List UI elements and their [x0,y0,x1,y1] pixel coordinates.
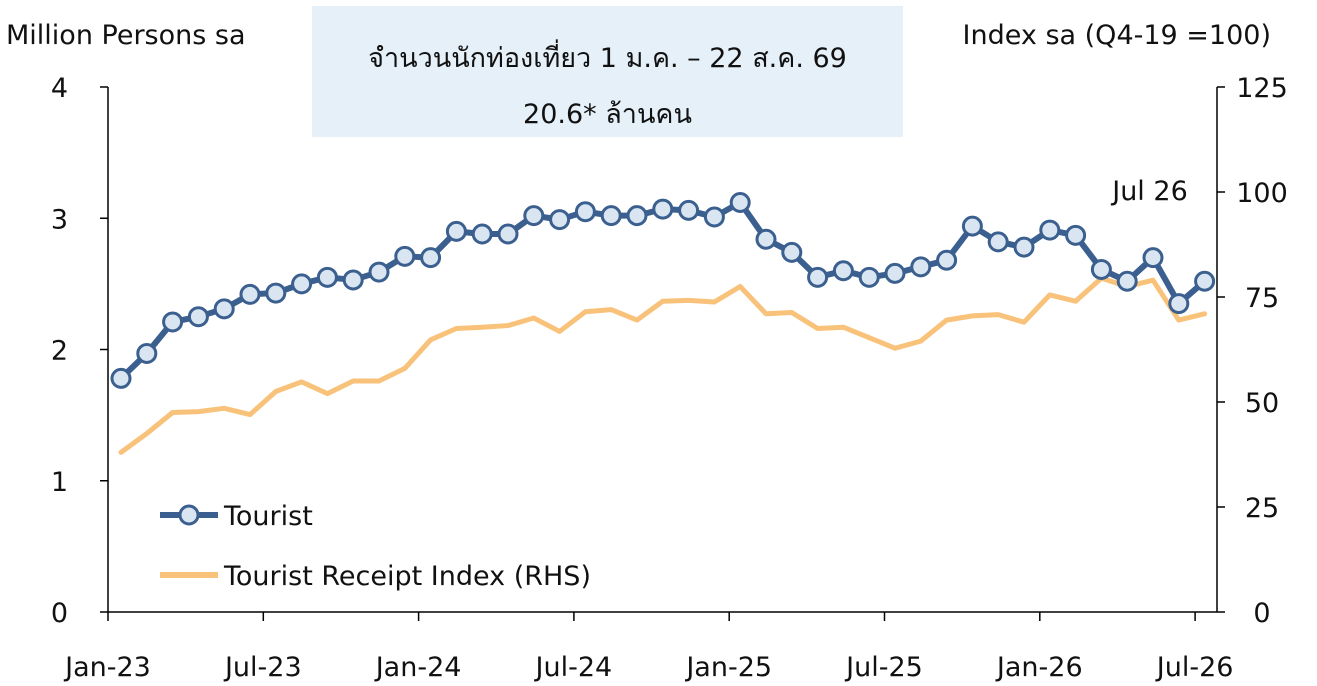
tourist-marker [265,282,287,304]
left-y-tick-label: 3 [51,204,68,235]
tourist-marker [807,266,829,288]
tourist-marker [187,306,209,328]
tourist-marker [703,206,725,228]
annotation-line-1: จำนวนนักท่องเที่ยว 1 ม.ค. – 22 ส.ค. 69 [368,43,847,74]
tourist-marker [987,231,1009,253]
legend-tourist-label: Tourist [223,501,313,532]
annotation-box: จำนวนนักท่องเที่ยว 1 ม.ค. – 22 ส.ค. 69 2… [312,6,903,137]
x-tick-label: Jul-25 [844,652,923,683]
series-line-receipt-index [118,275,1208,455]
left-y-tick-label: 2 [51,336,68,367]
tourist-marker [1142,247,1164,269]
right-y-tick-label: 75 [1245,283,1279,314]
tourist-marker [1039,219,1061,241]
tourist-marker [574,201,596,223]
x-tick-label: Jul-24 [534,652,613,683]
tourist-marker [1116,270,1138,292]
annotation-line-2: 20.6* ล้านคน [523,99,692,130]
tourist-marker [549,209,571,231]
tourist-marker [1013,236,1035,258]
right-y-tick-label: 100 [1236,178,1288,209]
tourist-marker [755,228,777,250]
left-axis-title: Million Persons sa [6,20,246,51]
tourist-marker [291,273,313,295]
tourist-marker [678,199,700,221]
tourist-marker [213,298,235,320]
right-y-tick-label: 125 [1236,73,1288,104]
tourist-marker [316,266,338,288]
tourist-marker [162,311,184,333]
tourist-marker [136,342,158,364]
tourist-marker [600,205,622,227]
tourist-marker [497,223,519,245]
left-y-tick-label: 4 [51,73,68,104]
tourist-marker [445,220,467,242]
tourist-marker [342,269,364,291]
tourist-marker [884,262,906,284]
tourist-marker [858,266,880,288]
x-tick-label: Jul-23 [223,652,302,683]
right-y-tick-label: 25 [1245,493,1279,524]
left-y-tick-label: 0 [51,598,68,629]
tourist-marker [1194,270,1216,292]
legend-tourist-swatch-marker [178,504,200,526]
x-tick-label: Jan-24 [374,652,462,683]
right-axis-title: Index sa (Q4-19 =100) [962,20,1271,51]
tourist-marker [936,249,958,271]
tourist-marker [961,215,983,237]
tourist-marker [626,205,648,227]
tourist-marker [1168,293,1190,315]
tourist-marker [420,247,442,269]
x-tick-label: Jan-26 [995,652,1083,683]
tourist-marker [471,223,493,245]
tourist-marker [1090,258,1112,280]
x-tick-label: Jan-25 [684,652,772,683]
tourist-marker [910,256,932,278]
tourist-marker [394,245,416,267]
tourist-marker [781,241,803,263]
right-y-tick-label: 50 [1245,388,1279,419]
tourist-marker [652,198,674,220]
point-label-jul-26: Jul 26 [1110,176,1188,207]
right-y-tick-label: 0 [1253,598,1270,629]
tourist-marker [523,205,545,227]
x-tick-label: Jul-26 [1155,652,1234,683]
x-tick-label: Jan-23 [63,652,151,683]
tourist-marker [832,260,854,282]
tourist-marker [729,192,751,213]
tourist-marker [110,367,132,389]
tourist-marker [239,283,261,305]
left-y-tick-label: 1 [51,467,68,498]
tourist-marker [368,261,390,283]
tourist-marker [1065,224,1087,246]
legend-receipt-label: Tourist Receipt Index (RHS) [223,561,591,592]
